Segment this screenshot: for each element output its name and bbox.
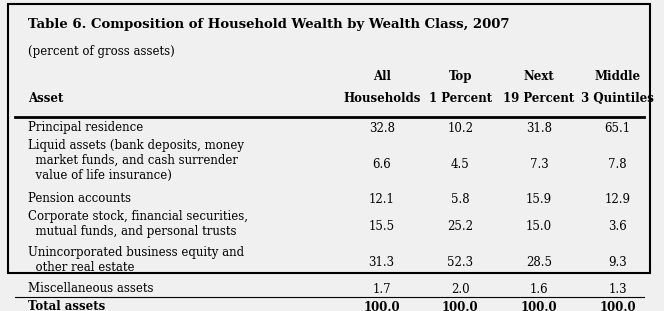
Text: 15.5: 15.5 bbox=[369, 220, 394, 233]
Text: Miscellaneous assets: Miscellaneous assets bbox=[28, 282, 153, 295]
Text: Next: Next bbox=[524, 70, 554, 83]
Text: Asset: Asset bbox=[28, 92, 63, 105]
Text: 100.0: 100.0 bbox=[600, 301, 636, 311]
Text: 5.8: 5.8 bbox=[451, 193, 469, 207]
Text: 3 Quintiles: 3 Quintiles bbox=[581, 92, 654, 105]
Text: Corporate stock, financial securities,
  mutual funds, and personal trusts: Corporate stock, financial securities, m… bbox=[28, 210, 248, 238]
Text: 3.6: 3.6 bbox=[608, 220, 627, 233]
Text: Liquid assets (bank deposits, money
  market funds, and cash surrender
  value o: Liquid assets (bank deposits, money mark… bbox=[28, 139, 244, 182]
Text: 12.9: 12.9 bbox=[605, 193, 631, 207]
Text: 15.0: 15.0 bbox=[526, 220, 552, 233]
FancyBboxPatch shape bbox=[8, 4, 651, 273]
Text: 19 Percent: 19 Percent bbox=[503, 92, 574, 105]
Text: Principal residence: Principal residence bbox=[28, 121, 143, 134]
Text: All: All bbox=[373, 70, 390, 83]
Text: 4.5: 4.5 bbox=[451, 158, 469, 171]
Text: 31.3: 31.3 bbox=[369, 256, 394, 269]
Text: 1.6: 1.6 bbox=[530, 283, 548, 296]
Text: Table 6. Composition of Household Wealth by Wealth Class, 2007: Table 6. Composition of Household Wealth… bbox=[28, 18, 509, 31]
Text: 1 Percent: 1 Percent bbox=[429, 92, 492, 105]
Text: 12.1: 12.1 bbox=[369, 193, 394, 207]
Text: Top: Top bbox=[449, 70, 472, 83]
Text: 31.8: 31.8 bbox=[526, 122, 552, 135]
Text: 28.5: 28.5 bbox=[526, 256, 552, 269]
Text: 25.2: 25.2 bbox=[448, 220, 473, 233]
Text: 1.7: 1.7 bbox=[373, 283, 391, 296]
Text: 32.8: 32.8 bbox=[369, 122, 394, 135]
Text: 9.3: 9.3 bbox=[608, 256, 627, 269]
Text: 100.0: 100.0 bbox=[363, 301, 400, 311]
Text: Pension accounts: Pension accounts bbox=[28, 193, 131, 205]
Text: Unincorporated business equity and
  other real estate: Unincorporated business equity and other… bbox=[28, 246, 244, 274]
Text: 7.8: 7.8 bbox=[608, 158, 627, 171]
Text: Total assets: Total assets bbox=[28, 299, 105, 311]
Text: 6.6: 6.6 bbox=[373, 158, 391, 171]
Text: 15.9: 15.9 bbox=[526, 193, 552, 207]
Text: 2.0: 2.0 bbox=[451, 283, 469, 296]
Text: 52.3: 52.3 bbox=[448, 256, 473, 269]
Text: 10.2: 10.2 bbox=[448, 122, 473, 135]
Text: 65.1: 65.1 bbox=[605, 122, 631, 135]
Text: 1.3: 1.3 bbox=[608, 283, 627, 296]
Text: 100.0: 100.0 bbox=[442, 301, 479, 311]
Text: 7.3: 7.3 bbox=[530, 158, 548, 171]
Text: Middle: Middle bbox=[595, 70, 641, 83]
Text: Households: Households bbox=[343, 92, 420, 105]
Text: (percent of gross assets): (percent of gross assets) bbox=[28, 45, 175, 58]
Text: 100.0: 100.0 bbox=[521, 301, 557, 311]
